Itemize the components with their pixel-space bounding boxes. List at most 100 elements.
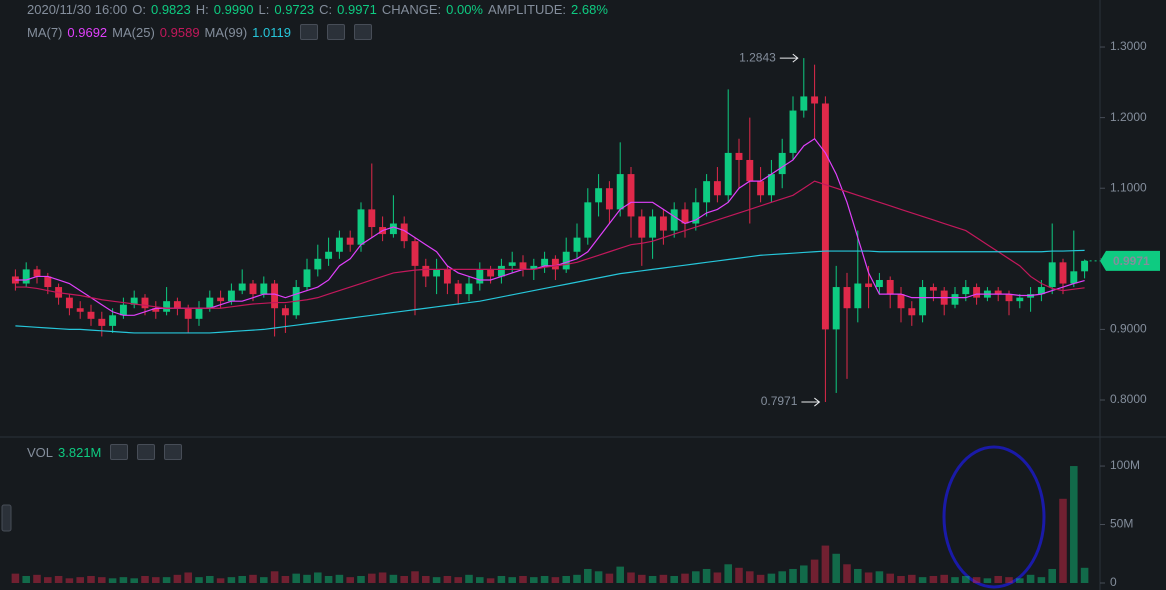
last-price: 0.9971 [1113,254,1150,268]
close-icon[interactable] [353,24,372,40]
field-label: H: [195,2,209,17]
vol-tick-label: 0 [1110,575,1117,589]
candle-body [649,216,657,238]
candle-body [508,262,516,266]
volume-bar [1037,577,1046,583]
settings-icon[interactable] [326,24,345,40]
eye-icon[interactable] [299,24,318,40]
volume-bar [422,575,430,583]
candle-body [152,308,160,312]
candle-body [465,283,473,295]
volume-bar [44,577,52,583]
volume-bar [605,573,614,583]
field-label: O: [132,2,146,17]
vol-tick-label: 50M [1110,517,1133,531]
candle-body [238,283,246,291]
volume-bar [303,574,311,583]
vol-tick-label: 100M [1110,458,1140,472]
candle-body [357,209,365,245]
candle-body [476,269,484,284]
volume-bar [756,574,765,583]
candle-body [497,265,505,277]
volume-bar [486,578,495,583]
high-annotation: 1.2843 [739,50,776,64]
y-tick-label: 0.9000 [1110,322,1147,336]
ma-name: MA(99) [204,24,248,40]
candle-body [519,262,527,270]
volume-bar [173,574,182,583]
candle-body [757,181,765,196]
volume-bar [832,553,840,583]
field-value: 2.68% [571,2,608,17]
field-label: CHANGE: [381,2,442,17]
candle-body [681,209,689,224]
volume-bar [616,566,624,583]
volume-bar [908,574,916,583]
volume-bar [454,577,462,583]
volume-bar [260,577,268,583]
ma-name: MA(7) [27,24,63,40]
candle-body [692,202,700,224]
volume-bar [281,575,290,583]
pane-toggle[interactable] [1,504,12,532]
close-icon[interactable] [164,444,183,460]
ma-name: MA(25) [112,24,155,40]
volume-bar [519,575,527,583]
candle-body [735,152,743,160]
ma-legend: MA(7) 0.9692 MA(25) 0.9589 MA(99) 1.0119 [27,24,372,40]
candle-body [76,308,84,312]
candle-body [433,269,441,277]
candle-body [1016,297,1024,302]
candle-body [562,251,570,270]
volume-bar [1016,578,1024,583]
candle-body [1037,287,1045,295]
candle-body [411,241,419,266]
candle-body [703,181,711,203]
candle-body [854,283,862,309]
volume-bar [206,575,214,583]
volume-bar [270,571,279,583]
volume-bar [940,574,948,583]
y-tick-label: 1.2000 [1110,110,1147,124]
volume-bar [627,572,635,583]
volume-bar [724,564,732,583]
ma-value: 1.0119 [252,24,291,40]
candle-body [875,279,883,288]
candle-body [638,216,646,238]
ma-value: 0.9692 [67,24,108,40]
volume-bar [11,573,20,583]
volume-bar [821,545,830,583]
candle-body [206,297,214,309]
volume-bar [238,575,246,583]
volume-bar [497,575,506,583]
candle-body [346,237,354,245]
volume-bar [1048,568,1056,583]
volume-bar [227,577,236,583]
field-value: 0.00% [446,2,483,17]
candle-body [616,174,624,210]
candle-body [530,265,538,270]
candle-body [886,279,894,295]
eye-icon[interactable] [110,444,129,460]
candle-body [573,237,581,252]
volume-bar [378,572,387,583]
candle-body [767,174,775,196]
candle-body [260,283,268,295]
volume-bar [918,577,927,583]
candle-body [929,287,937,291]
ma-value: 0.9589 [159,24,200,40]
volume-bar [864,572,873,583]
candle-body [227,290,235,302]
volume-bar [249,574,257,583]
candle-body [584,202,592,238]
volume-bar [141,575,149,583]
candle-body [605,188,613,210]
ohlc-header: 2020/11/30 16:00 O: 0.9823 H: 0.9990 L: 0.972… [27,2,608,17]
volume-bar [789,568,797,583]
volume-bar [854,568,862,583]
settings-icon[interactable] [137,444,156,460]
candle-body [811,96,819,104]
candle-body [443,269,451,284]
volume-bar [411,571,419,583]
field-label: C: [319,2,333,17]
